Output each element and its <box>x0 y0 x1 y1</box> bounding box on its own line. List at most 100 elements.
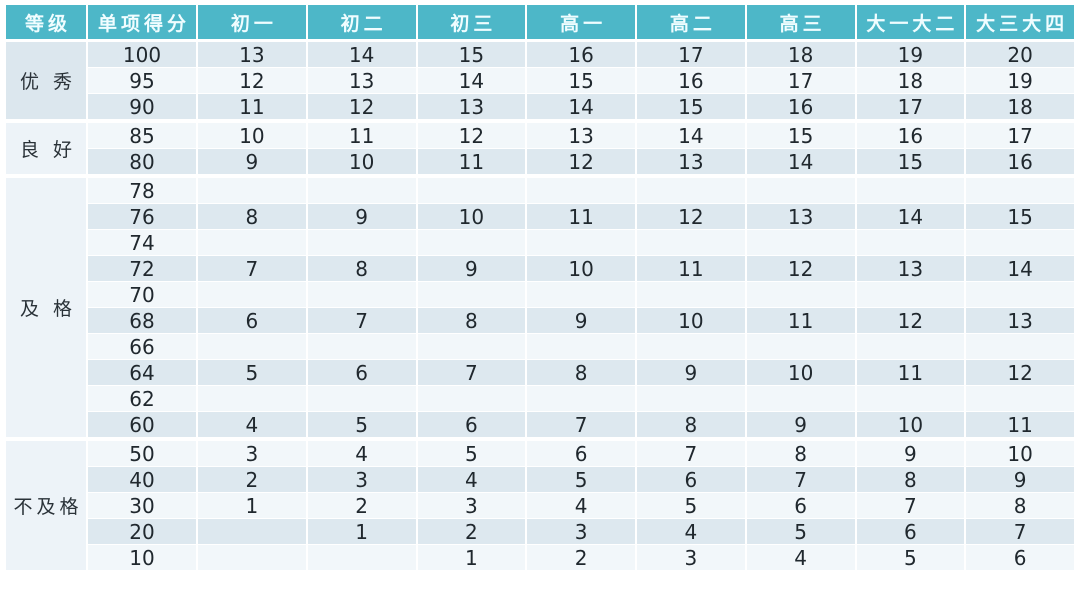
score-cell: 30 <box>86 492 198 519</box>
value-cell <box>964 385 1076 412</box>
value-cell <box>854 385 967 412</box>
value-cell <box>854 229 967 256</box>
value-cell: 9 <box>525 307 637 334</box>
value-cell: 13 <box>854 255 967 282</box>
table-row: 10 1 2 3 4 5 6 <box>5 544 1076 571</box>
value-cell: 8 <box>305 255 418 282</box>
value-cell: 12 <box>525 148 637 177</box>
value-cell <box>525 333 637 360</box>
table-row: 70 <box>5 281 1076 308</box>
value-cell <box>305 229 418 256</box>
value-cell: 2 <box>415 518 528 545</box>
table-row: 64 5 6 7 8 9 10 11 12 <box>5 359 1076 386</box>
score-cell: 10 <box>86 544 198 571</box>
table-row: 良 好 85 10 11 12 13 14 15 16 17 <box>4 119 1076 177</box>
score-cell: 74 <box>86 229 198 256</box>
value-cell: 10 <box>415 203 528 230</box>
column-header: 单项得分 <box>86 4 198 42</box>
value-cell: 9 <box>854 437 967 467</box>
value-cell: 19 <box>854 40 967 68</box>
value-cell: 18 <box>964 93 1076 122</box>
table-row: 80 9 10 11 12 13 14 15 16 <box>5 148 1076 177</box>
value-cell: 18 <box>744 40 857 68</box>
value-cell <box>635 281 747 308</box>
value-cell: 17 <box>635 40 747 68</box>
value-cell: 11 <box>525 203 637 230</box>
value-cell <box>196 174 308 204</box>
value-cell: 11 <box>854 359 967 386</box>
value-cell <box>196 333 308 360</box>
score-cell: 76 <box>86 203 198 230</box>
table-row: 95 12 13 14 15 16 17 18 19 <box>5 67 1076 94</box>
value-cell: 3 <box>525 518 637 545</box>
value-cell: 9 <box>744 411 857 440</box>
table-header: 等级 单项得分 初一 初二 初三 高一 高二 高三 大一大二 大三大四 <box>4 4 1076 42</box>
table-row: 60 4 5 6 7 8 9 10 11 <box>5 411 1076 440</box>
score-cell: 60 <box>86 411 198 440</box>
value-cell: 15 <box>744 119 857 149</box>
value-cell: 10 <box>305 148 418 177</box>
value-cell: 3 <box>305 466 418 493</box>
value-cell: 12 <box>415 119 528 149</box>
column-header: 等级 <box>4 4 88 42</box>
value-cell: 14 <box>744 148 857 177</box>
value-cell: 12 <box>744 255 857 282</box>
score-cell: 100 <box>86 40 198 68</box>
value-cell: 15 <box>635 93 747 122</box>
column-header: 大一大二 <box>854 4 967 42</box>
table-row: 40 2 3 4 5 6 7 8 9 <box>5 466 1076 493</box>
table-body: 优 秀 100 13 14 15 16 17 18 19 20 95 12 13 14 15 16 17 18 19… <box>4 40 1076 571</box>
value-cell: 14 <box>635 119 747 149</box>
value-cell <box>635 333 747 360</box>
score-cell: 70 <box>86 281 198 308</box>
column-header: 大三大四 <box>964 4 1076 42</box>
value-cell: 8 <box>196 203 308 230</box>
score-cell: 20 <box>86 518 198 545</box>
score-cell: 72 <box>86 255 198 282</box>
value-cell: 12 <box>196 67 308 94</box>
score-table: 等级 单项得分 初一 初二 初三 高一 高二 高三 大一大二 大三大四 优 秀 100 13 14 15 1… <box>4 4 1076 571</box>
value-cell: 11 <box>964 411 1076 440</box>
value-cell: 13 <box>305 67 418 94</box>
value-cell: 7 <box>635 437 747 467</box>
value-cell <box>854 333 967 360</box>
value-cell <box>305 281 418 308</box>
value-cell: 7 <box>196 255 308 282</box>
value-cell: 8 <box>854 466 967 493</box>
value-cell: 9 <box>964 466 1076 493</box>
value-cell: 8 <box>744 437 857 467</box>
value-cell: 16 <box>525 40 637 68</box>
value-cell <box>854 281 967 308</box>
value-cell: 12 <box>964 359 1076 386</box>
value-cell: 11 <box>744 307 857 334</box>
value-cell: 6 <box>635 466 747 493</box>
value-cell <box>415 281 528 308</box>
value-cell: 6 <box>744 492 857 519</box>
value-cell: 15 <box>525 67 637 94</box>
value-cell: 11 <box>635 255 747 282</box>
value-cell: 5 <box>525 466 637 493</box>
score-cell: 78 <box>86 174 198 204</box>
value-cell <box>964 333 1076 360</box>
value-cell: 20 <box>964 40 1076 68</box>
value-cell: 9 <box>415 255 528 282</box>
value-cell: 12 <box>635 203 747 230</box>
value-cell: 19 <box>964 67 1076 94</box>
value-cell: 7 <box>415 359 528 386</box>
table-row: 优 秀 100 13 14 15 16 17 18 19 20 <box>4 40 1076 122</box>
value-cell <box>635 385 747 412</box>
value-cell: 8 <box>635 411 747 440</box>
value-cell: 16 <box>744 93 857 122</box>
value-cell: 10 <box>525 255 637 282</box>
score-cell: 62 <box>86 385 198 412</box>
column-header: 初三 <box>415 4 528 42</box>
value-cell <box>305 544 418 571</box>
value-cell: 7 <box>305 307 418 334</box>
value-cell <box>415 229 528 256</box>
value-cell: 10 <box>964 437 1076 467</box>
score-cell: 40 <box>86 466 198 493</box>
value-cell: 15 <box>854 148 967 177</box>
table-row: 68 6 7 8 9 10 11 12 13 <box>5 307 1076 334</box>
column-header: 初二 <box>305 4 418 42</box>
